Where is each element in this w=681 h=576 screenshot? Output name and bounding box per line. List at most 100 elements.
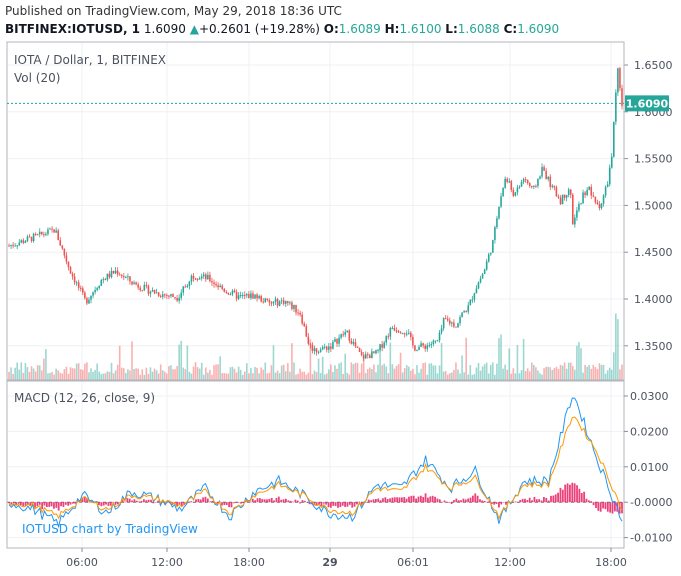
candle-body[interactable] (319, 349, 322, 352)
candle-body[interactable] (262, 301, 265, 303)
candle-body[interactable] (578, 203, 580, 211)
candle-body[interactable] (133, 282, 135, 285)
candle-body[interactable] (153, 289, 156, 294)
candle-body[interactable] (459, 317, 461, 324)
candle-body[interactable] (264, 298, 267, 303)
candle-body[interactable] (32, 233, 35, 242)
candle-body[interactable] (227, 292, 230, 295)
candle-body[interactable] (362, 355, 365, 359)
candle-body[interactable] (100, 280, 103, 286)
candle-body[interactable] (371, 351, 373, 359)
candle-body[interactable] (301, 314, 303, 324)
candle-body[interactable] (405, 333, 408, 335)
candle-body[interactable] (248, 294, 250, 299)
candle-body[interactable] (383, 342, 385, 348)
candle-body[interactable] (617, 68, 619, 93)
candle-body[interactable] (350, 340, 353, 344)
candle-body[interactable] (571, 194, 574, 225)
candle-body[interactable] (612, 121, 615, 157)
candle-body[interactable] (432, 340, 435, 345)
candle-body[interactable] (504, 178, 506, 188)
candle-body[interactable] (332, 341, 334, 349)
candle-body[interactable] (328, 346, 330, 350)
candle-body[interactable] (412, 336, 414, 346)
candle-body[interactable] (399, 332, 402, 334)
candle-body[interactable] (606, 184, 609, 188)
candle-body[interactable] (190, 275, 193, 282)
candle-body[interactable] (422, 343, 424, 346)
candle-body[interactable] (90, 295, 92, 300)
candle-body[interactable] (53, 229, 55, 233)
candle-body[interactable] (428, 345, 431, 347)
candle-body[interactable] (274, 299, 277, 302)
candle-body[interactable] (563, 194, 566, 198)
candle-body[interactable] (477, 282, 480, 289)
candle-body[interactable] (217, 285, 219, 288)
candle-body[interactable] (127, 276, 129, 278)
candle-body[interactable] (178, 297, 180, 301)
candle-body[interactable] (131, 281, 133, 285)
candle-body[interactable] (403, 333, 406, 335)
candle-body[interactable] (278, 301, 281, 306)
candle-body[interactable] (537, 178, 539, 186)
candle-body[interactable] (440, 328, 443, 333)
candle-body[interactable] (30, 236, 33, 242)
candle-body[interactable] (381, 344, 383, 348)
candle-body[interactable] (602, 195, 605, 204)
candle-body[interactable] (344, 332, 347, 335)
candle-body[interactable] (420, 343, 422, 347)
candle-body[interactable] (219, 285, 221, 288)
candle-body[interactable] (455, 326, 457, 328)
candle-body[interactable] (514, 192, 517, 196)
candle-body[interactable] (369, 355, 371, 359)
candle-body[interactable] (416, 349, 418, 351)
candle-body[interactable] (520, 181, 523, 187)
candle-body[interactable] (397, 330, 400, 333)
candle-body[interactable] (88, 299, 90, 304)
candle-body[interactable] (619, 68, 621, 89)
candle-body[interactable] (596, 202, 599, 204)
candle-body[interactable] (487, 254, 490, 262)
candle-body[interactable] (530, 185, 533, 187)
candle-body[interactable] (385, 336, 388, 343)
candle-body[interactable] (588, 186, 590, 190)
candle-body[interactable] (498, 206, 500, 219)
candle-body[interactable] (18, 242, 21, 246)
candle-body[interactable] (24, 241, 27, 243)
candle-body[interactable] (438, 332, 441, 341)
candle-body[interactable] (610, 156, 613, 168)
candle-body[interactable] (287, 301, 289, 303)
candle-body[interactable] (71, 273, 74, 277)
candle-body[interactable] (330, 346, 332, 349)
candle-body[interactable] (73, 276, 76, 283)
candle-body[interactable] (10, 244, 12, 246)
candle-body[interactable] (291, 302, 293, 309)
candle-body[interactable] (246, 294, 248, 296)
candle-body[interactable] (424, 345, 426, 349)
candle-body[interactable] (590, 186, 593, 196)
candle-body[interactable] (500, 196, 502, 207)
candle-body[interactable] (125, 277, 127, 279)
candle-body[interactable] (159, 295, 162, 297)
candle-body[interactable] (284, 301, 287, 304)
candle-body[interactable] (483, 269, 486, 275)
candle-body[interactable] (549, 176, 552, 187)
candle-body[interactable] (22, 240, 25, 243)
candle-body[interactable] (446, 318, 449, 321)
candle-body[interactable] (51, 228, 53, 230)
candle-body[interactable] (561, 194, 564, 205)
candle-body[interactable] (250, 293, 252, 299)
candle-body[interactable] (59, 240, 62, 246)
candle-body[interactable] (524, 179, 527, 181)
candle-body[interactable] (297, 312, 299, 314)
candle-body[interactable] (373, 351, 375, 354)
candle-body[interactable] (545, 170, 547, 180)
candle-body[interactable] (221, 285, 224, 289)
candle-body[interactable] (485, 261, 488, 270)
candle-body[interactable] (258, 295, 260, 299)
candle-body[interactable] (315, 348, 318, 353)
candle-body[interactable] (192, 275, 195, 279)
candle-body[interactable] (584, 192, 586, 195)
candle-body[interactable] (47, 229, 49, 235)
candle-body[interactable] (453, 322, 455, 327)
